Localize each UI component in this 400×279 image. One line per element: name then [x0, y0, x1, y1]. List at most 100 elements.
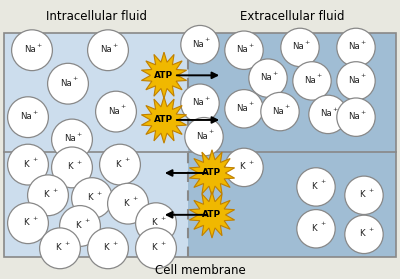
Ellipse shape [88, 228, 128, 269]
Ellipse shape [181, 84, 219, 122]
Text: Na: Na [60, 79, 72, 88]
Text: Na: Na [100, 45, 112, 54]
Text: Na: Na [64, 134, 76, 143]
Ellipse shape [297, 168, 335, 206]
Text: K: K [43, 190, 48, 199]
Text: +: + [32, 110, 38, 115]
Polygon shape [189, 150, 235, 196]
Text: ATP: ATP [202, 169, 222, 177]
Text: Na: Na [348, 76, 360, 85]
Text: K: K [23, 160, 28, 169]
Ellipse shape [297, 210, 335, 248]
Text: Na: Na [20, 112, 32, 121]
Text: Na: Na [304, 76, 316, 85]
Ellipse shape [185, 117, 223, 156]
Text: +: + [84, 218, 90, 223]
Text: K: K [359, 190, 364, 199]
Text: +: + [272, 71, 278, 76]
Text: K: K [359, 229, 364, 238]
Ellipse shape [8, 144, 48, 185]
Text: +: + [76, 132, 82, 137]
Text: +: + [120, 104, 126, 109]
Text: +: + [96, 191, 102, 196]
Text: ATP: ATP [154, 71, 174, 80]
Ellipse shape [72, 178, 112, 218]
Text: +: + [248, 43, 254, 48]
Text: +: + [332, 107, 338, 112]
Text: K: K [151, 243, 156, 252]
Ellipse shape [309, 95, 347, 134]
Text: K: K [67, 162, 72, 171]
Text: Na: Na [348, 112, 360, 121]
Text: Na: Na [236, 45, 248, 54]
Polygon shape [4, 152, 188, 257]
Text: +: + [320, 179, 326, 184]
Ellipse shape [12, 30, 52, 71]
Text: Na: Na [196, 132, 208, 141]
Text: Na: Na [320, 109, 332, 118]
Text: +: + [112, 43, 118, 48]
Text: +: + [72, 76, 78, 81]
Ellipse shape [100, 144, 140, 185]
Text: +: + [112, 241, 118, 246]
Text: +: + [368, 188, 374, 193]
Polygon shape [141, 52, 187, 98]
Text: K: K [103, 243, 108, 252]
Polygon shape [141, 97, 187, 143]
Text: K: K [311, 182, 316, 191]
Text: +: + [284, 104, 290, 109]
Text: Na: Na [236, 104, 248, 113]
Text: +: + [160, 216, 166, 221]
Ellipse shape [293, 62, 331, 100]
Text: Intracellular fluid: Intracellular fluid [46, 10, 146, 23]
Ellipse shape [28, 175, 68, 216]
Text: +: + [76, 160, 82, 165]
Ellipse shape [88, 30, 128, 71]
Ellipse shape [345, 176, 383, 215]
Ellipse shape [249, 59, 287, 97]
Ellipse shape [60, 206, 100, 246]
Text: K: K [23, 218, 28, 227]
Text: K: K [311, 224, 316, 233]
Text: Na: Na [24, 45, 36, 54]
Text: Na: Na [192, 40, 204, 49]
Text: +: + [204, 37, 210, 42]
Text: Na: Na [292, 42, 304, 51]
Ellipse shape [225, 148, 263, 187]
Polygon shape [188, 33, 396, 152]
Text: +: + [368, 227, 374, 232]
Text: Na: Na [192, 98, 204, 107]
Text: +: + [32, 216, 38, 221]
Ellipse shape [281, 28, 319, 67]
Ellipse shape [225, 31, 263, 69]
Text: +: + [360, 110, 366, 115]
Ellipse shape [337, 62, 375, 100]
Polygon shape [4, 33, 188, 152]
Text: +: + [360, 40, 366, 45]
Text: K: K [55, 243, 60, 252]
Text: +: + [316, 73, 322, 78]
Text: Extracellular fluid: Extracellular fluid [240, 10, 344, 23]
Ellipse shape [8, 97, 48, 138]
Ellipse shape [52, 147, 92, 188]
Text: Na: Na [108, 107, 120, 116]
Polygon shape [188, 152, 396, 257]
Text: K: K [115, 160, 120, 169]
Text: +: + [64, 241, 70, 246]
Text: +: + [124, 157, 130, 162]
Text: Na: Na [348, 42, 360, 51]
Ellipse shape [261, 92, 299, 131]
Ellipse shape [225, 90, 263, 128]
Text: +: + [360, 73, 366, 78]
Text: +: + [36, 43, 42, 48]
Ellipse shape [337, 98, 375, 136]
Ellipse shape [136, 228, 176, 269]
Ellipse shape [8, 203, 48, 244]
Text: K: K [151, 218, 156, 227]
Ellipse shape [108, 183, 148, 224]
Ellipse shape [181, 25, 219, 64]
Text: +: + [160, 241, 166, 246]
Polygon shape [189, 192, 235, 238]
Text: Cell membrane: Cell membrane [155, 264, 245, 277]
Text: Na: Na [272, 107, 284, 116]
